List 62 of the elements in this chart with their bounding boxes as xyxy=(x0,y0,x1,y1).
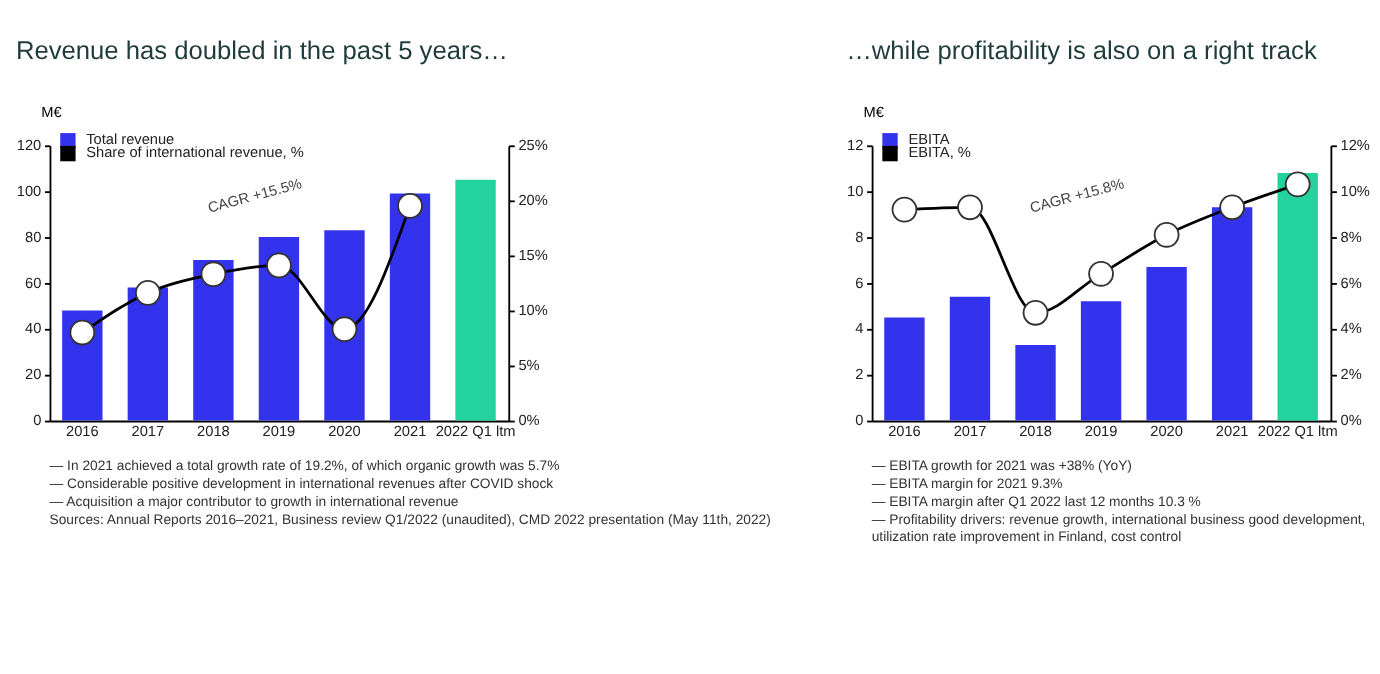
x-tick-label: 2018 xyxy=(1019,422,1052,441)
y2-tick-label: 0% xyxy=(518,411,541,430)
y2-tick-label: 15% xyxy=(518,246,549,265)
y2-tick-label: 6% xyxy=(1340,273,1363,292)
x-tick-label: 2016 xyxy=(888,422,921,441)
bar xyxy=(193,260,234,421)
x-tick-label: 2021 xyxy=(393,422,427,441)
x-tick-label: 2022 Q1 ltm xyxy=(435,422,516,441)
legend-label: Share of international revenue, % xyxy=(86,143,305,162)
x-tick-label: 2018 xyxy=(197,422,230,441)
legend-label: Total revenue xyxy=(86,130,175,149)
y-tick-label: 10 xyxy=(847,181,864,200)
y-axis-title: M€ xyxy=(41,102,62,121)
bar xyxy=(455,179,496,421)
y-tick-label: 8 xyxy=(855,227,864,246)
y2-tick-label: 10% xyxy=(518,301,549,320)
y-axis-title: M€ xyxy=(863,102,884,121)
bar xyxy=(324,230,365,421)
x-tick-label: 2017 xyxy=(953,422,987,441)
y2-tick-label: 20% xyxy=(518,191,549,209)
x-tick-label: 2022 Q1 ltm xyxy=(1257,422,1338,441)
y-tick-label: 80 xyxy=(24,227,42,246)
chart-title: …while profitability is also on a right track xyxy=(846,35,1318,66)
y2-tick-label: 25% xyxy=(518,135,549,154)
y-tick-label: 0 xyxy=(33,411,42,430)
y2-tick-label: 4% xyxy=(1340,319,1363,338)
y2-tick-label: 12% xyxy=(1340,135,1371,154)
x-tick-label: 2020 xyxy=(1150,422,1183,441)
y2-tick-label: 10% xyxy=(1340,181,1371,200)
bar xyxy=(1080,301,1122,421)
bar xyxy=(389,193,431,421)
y-tick-label: 120 xyxy=(16,135,42,154)
y-tick-label: 6 xyxy=(855,273,864,292)
y-tick-label: 40 xyxy=(24,319,42,338)
x-tick-label: 2021 xyxy=(1215,422,1249,441)
y2-tick-label: 2% xyxy=(1340,365,1363,384)
y-tick-label: 4 xyxy=(855,319,864,338)
chart-title: Revenue has doubled in the past 5 years… xyxy=(15,35,508,66)
y-tick-label: 100 xyxy=(16,181,42,200)
y2-tick-label: 5% xyxy=(518,356,541,375)
x-tick-label: 2020 xyxy=(328,422,361,441)
y2-tick-label: 0% xyxy=(1340,411,1363,430)
y-tick-label: 0 xyxy=(855,411,864,430)
x-tick-label: 2019 xyxy=(1084,422,1118,441)
bar xyxy=(1015,344,1056,421)
y-tick-label: 12 xyxy=(847,135,864,154)
bar xyxy=(127,287,169,421)
x-tick-label: 2019 xyxy=(262,422,296,441)
bar xyxy=(949,296,991,421)
bar xyxy=(1211,207,1253,421)
legend-label: EBITA, % xyxy=(908,143,972,162)
bar xyxy=(258,237,300,421)
bar xyxy=(1277,172,1318,421)
legend-label: EBITA xyxy=(908,130,950,149)
bar xyxy=(1146,266,1187,421)
y2-tick-label: 8% xyxy=(1340,227,1363,246)
bar xyxy=(884,317,925,421)
x-tick-label: 2016 xyxy=(66,422,99,441)
y-tick-label: 20 xyxy=(24,365,42,384)
y-tick-label: 60 xyxy=(24,273,42,292)
y-tick-label: 2 xyxy=(855,365,864,384)
x-tick-label: 2017 xyxy=(131,422,165,441)
